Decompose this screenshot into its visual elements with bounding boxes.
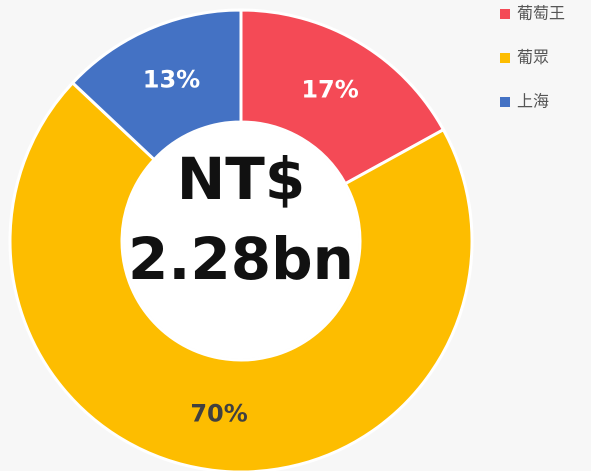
legend-swatch	[500, 9, 510, 19]
donut-segment	[8, 80, 474, 471]
legend-swatch	[500, 97, 510, 107]
legend-swatch	[500, 53, 510, 63]
donut-segment	[70, 8, 243, 162]
donut-hole	[123, 123, 359, 359]
value-label: 70%	[190, 400, 247, 428]
donut-segment	[239, 8, 446, 186]
value-label: 17%	[301, 75, 358, 103]
legend-label: 葡眾	[517, 48, 549, 67]
value-label: 13%	[143, 65, 200, 93]
legend-label: 上海	[517, 92, 549, 111]
center-text: 2.28bn	[128, 225, 354, 293]
center-text: NT$	[177, 145, 305, 213]
legend-label: 葡萄王	[517, 4, 565, 23]
